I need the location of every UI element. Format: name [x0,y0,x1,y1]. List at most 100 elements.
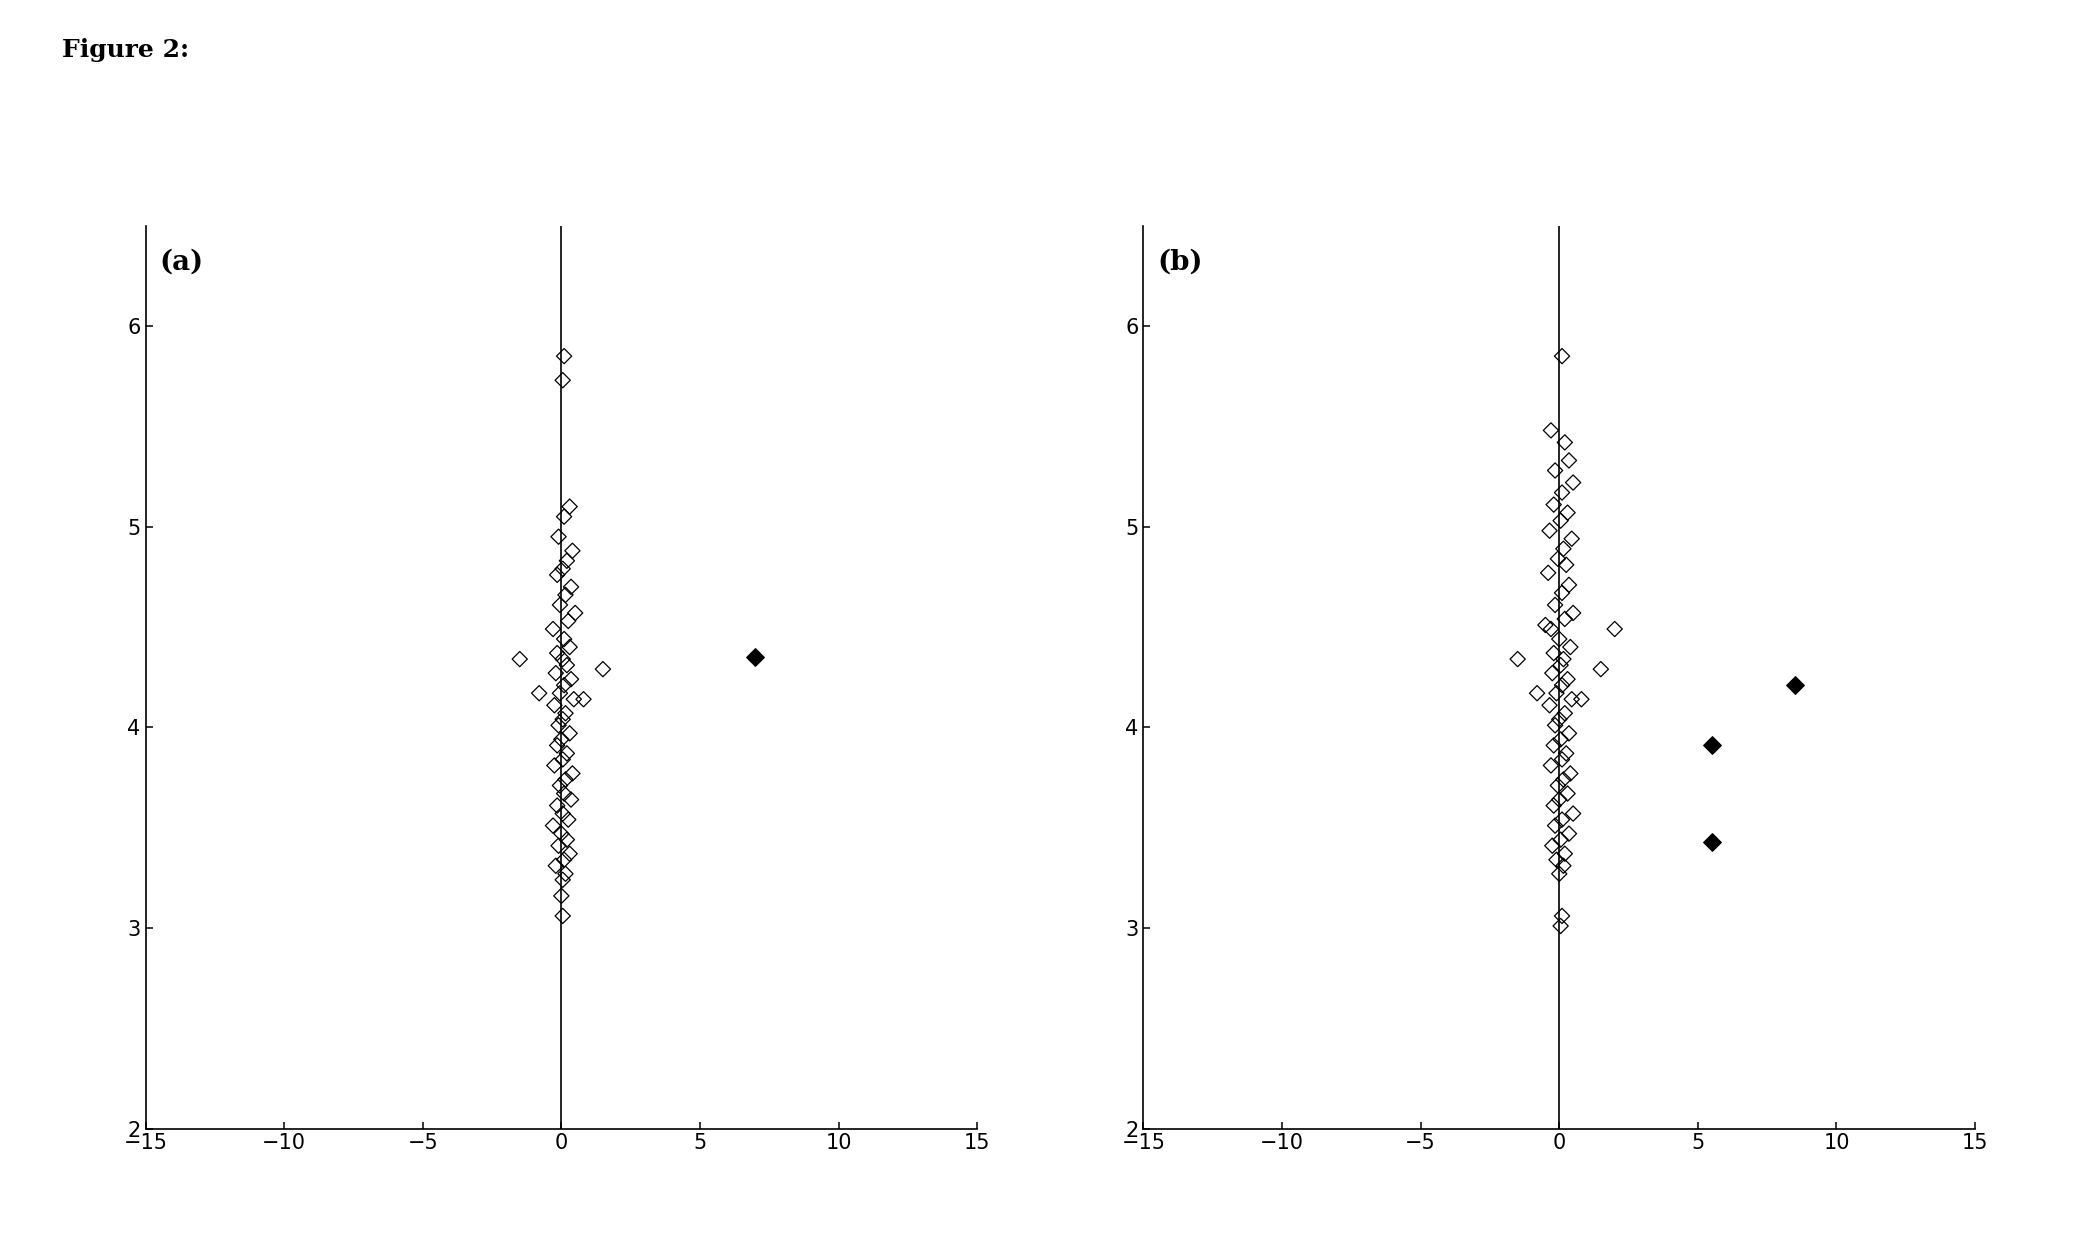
Point [551,611,584,631]
Point [1553,724,1586,744]
Point [1545,483,1578,503]
Point [543,835,576,855]
Point [549,703,582,724]
Point [1545,810,1578,830]
Point [547,750,580,770]
Point [1545,750,1578,770]
Point [1501,650,1534,670]
Point [1547,770,1580,790]
Point [1541,775,1574,795]
Point [1543,864,1576,884]
Point [1549,609,1582,630]
Point [1551,503,1584,523]
Point [555,540,588,561]
Point [1545,510,1578,530]
Point [1553,450,1586,470]
Point [1557,473,1590,493]
Point [538,855,572,875]
Point [547,850,580,870]
Point [1599,619,1632,640]
Point [1536,494,1570,514]
Point [555,764,588,784]
Point [1541,850,1574,870]
Point [541,735,574,755]
Point [1553,637,1586,657]
Point [541,643,574,663]
Point [547,675,580,695]
Point [1532,563,1565,583]
Point [547,804,580,824]
Point [549,770,582,790]
Point [1555,690,1588,710]
Point [1549,744,1582,764]
Point [547,630,580,650]
Point [555,577,588,597]
Point [547,507,580,527]
Point [1545,915,1578,935]
Point [545,824,578,844]
Point [547,346,580,366]
Point [543,594,576,614]
Text: (b): (b) [1158,248,1204,276]
Point [503,650,536,670]
Point [1551,784,1584,804]
Point [547,559,580,579]
Point [547,905,580,925]
Point [1557,804,1590,824]
Point [543,527,576,547]
Point [559,603,593,623]
Point [1553,824,1586,844]
Point [1536,663,1570,683]
Point [1549,433,1582,453]
Point [1553,574,1586,594]
Point [1694,831,1728,851]
Point [522,683,555,703]
Point [1532,695,1565,715]
Point [586,660,620,680]
Point [538,695,572,715]
Point [1534,420,1568,440]
Point [549,864,582,884]
Point [1520,683,1553,703]
Text: Figure 2:: Figure 2: [62,38,189,61]
Point [1553,764,1586,784]
Point [555,790,588,810]
Point [543,775,576,795]
Point [541,795,574,815]
Point [1584,660,1617,680]
Point [1549,554,1582,574]
Point [551,830,584,850]
Point [1545,830,1578,850]
Point [1536,795,1570,815]
Point [1538,594,1572,614]
Point [543,715,576,735]
Point [1534,619,1568,640]
Point [549,584,582,604]
Point [536,619,570,640]
Point [1536,835,1570,855]
Point [545,730,578,750]
Point [1545,346,1578,366]
Point [1538,815,1572,835]
Point [545,885,578,905]
Point [1549,703,1582,724]
Point [553,724,586,744]
Point [553,637,586,657]
Point [568,690,601,710]
Point [1532,520,1565,540]
Point [1534,755,1568,775]
Point [541,564,574,584]
Point [536,815,570,835]
Point [551,655,584,675]
Point [538,755,572,775]
Point [1536,643,1570,663]
Point [1565,690,1599,710]
Point [1551,670,1584,690]
Point [1541,549,1574,569]
Point [1557,603,1590,623]
Point [1528,614,1561,635]
Point [547,710,580,730]
Point [553,497,586,517]
Point [551,744,584,764]
Point [1541,683,1574,703]
